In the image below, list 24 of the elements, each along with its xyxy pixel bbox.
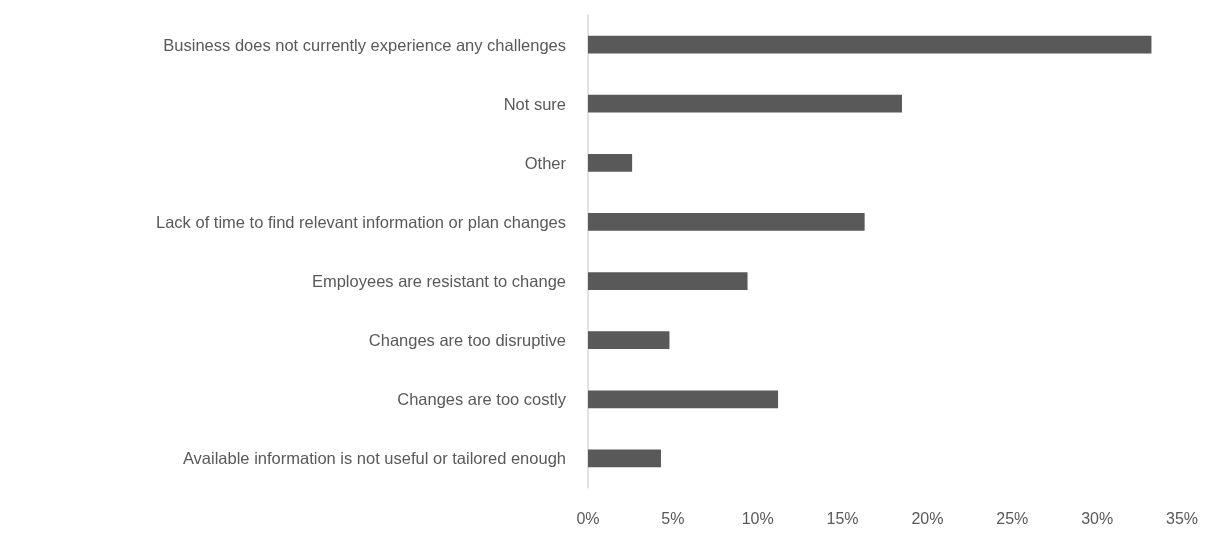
y-tick-label: Lack of time to find relevant information or plan changes bbox=[156, 212, 566, 231]
y-tick-label: Other bbox=[524, 153, 567, 172]
x-tick-label: 20% bbox=[911, 509, 944, 527]
bar bbox=[588, 331, 670, 350]
x-tick-label: 25% bbox=[996, 509, 1029, 527]
bar bbox=[588, 94, 902, 113]
x-tick-label: 0% bbox=[576, 509, 600, 527]
bar bbox=[588, 390, 779, 409]
y-tick-label: Not sure bbox=[503, 94, 566, 113]
x-tick-label: 5% bbox=[661, 509, 685, 527]
bar bbox=[588, 35, 1152, 54]
x-tick-label: 15% bbox=[826, 509, 859, 527]
y-tick-label: Changes are too disruptive bbox=[368, 331, 566, 350]
y-tick-label: Available information is not useful or tailored enough bbox=[182, 449, 566, 468]
bar bbox=[588, 449, 661, 468]
x-tick-label: 30% bbox=[1081, 509, 1114, 527]
bar bbox=[588, 153, 633, 172]
bar bbox=[588, 213, 865, 231]
y-tick-label: Business does not currently experience any challenges bbox=[163, 35, 566, 54]
x-tick-label: 35% bbox=[1165, 509, 1199, 527]
x-tick-label: 10% bbox=[741, 509, 774, 527]
bar bbox=[588, 272, 748, 290]
y-tick-label: Employees are resistant to change bbox=[311, 272, 566, 291]
y-tick-label: Changes are too costly bbox=[397, 390, 567, 409]
